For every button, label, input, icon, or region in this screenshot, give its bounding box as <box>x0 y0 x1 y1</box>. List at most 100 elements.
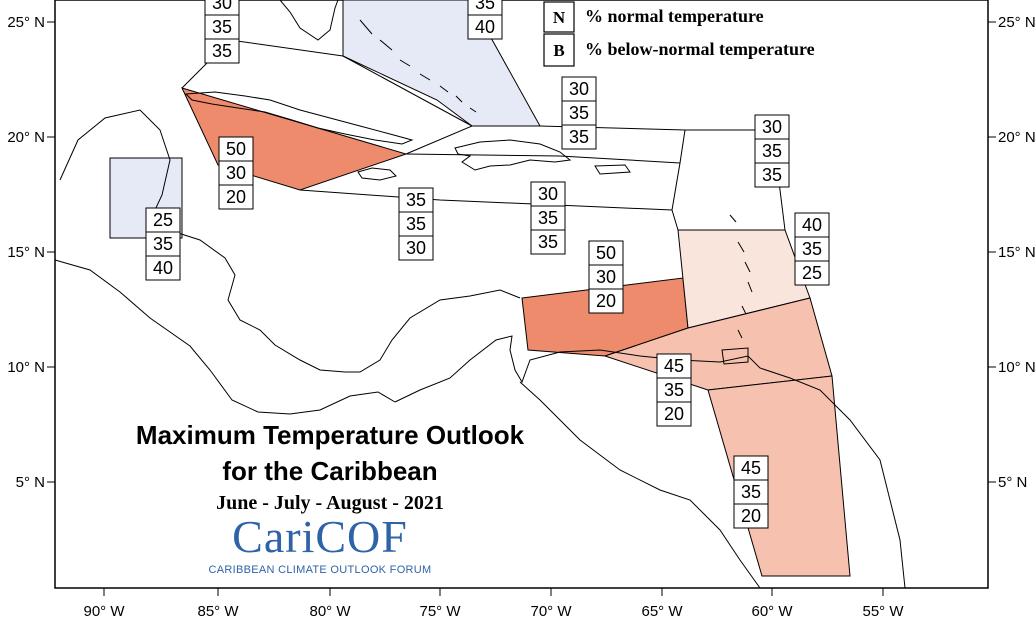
forecast-value: 30 <box>226 163 246 183</box>
map-title-line1: Maximum Temperature Outlook <box>135 420 525 450</box>
y-tick-label-left: 25° N <box>7 14 45 31</box>
forecast-value: 40 <box>802 215 822 235</box>
y-tick-label-left: 10° N <box>7 359 45 376</box>
forecast-cell <box>733 479 769 505</box>
forecast-value: 20 <box>596 291 616 311</box>
x-tick-label: 85° W <box>197 603 239 620</box>
forecast-cell <box>588 288 624 314</box>
logo-wordmark: CariCOF <box>232 511 408 562</box>
forecast-box-cuba-west: 50 30 20 <box>218 136 254 210</box>
forecast-cell <box>656 377 692 403</box>
forecast-cell <box>204 38 240 64</box>
forecast-value: 35 <box>569 103 589 123</box>
forecast-cell <box>530 229 566 255</box>
forecast-cell <box>145 231 181 257</box>
forecast-value: 30 <box>212 0 232 13</box>
legend: N % normal temperature B % below-normal … <box>543 1 815 67</box>
forecast-value: 20 <box>226 187 246 207</box>
forecast-box-windward-islands: 40 35 25 <box>794 212 830 286</box>
forecast-value: 50 <box>596 243 616 263</box>
x-tick-label: 55° W <box>862 603 904 620</box>
forecast-value: 35 <box>153 234 173 254</box>
x-tick-label: 70° W <box>530 603 572 620</box>
forecast-value: 50 <box>226 139 246 159</box>
forecast-box-trinidad-tobago: 45 35 20 <box>656 353 692 427</box>
forecast-value: 30 <box>406 238 426 258</box>
forecast-value: 35 <box>212 41 232 61</box>
zone-boundaries <box>181 39 786 231</box>
coastlines <box>54 0 906 589</box>
forecast-value: 30 <box>569 79 589 99</box>
y-tick-label-right: 20° N <box>998 129 1036 146</box>
forecast-cell <box>794 236 830 262</box>
y-tick-label-right: 25° N <box>998 14 1036 31</box>
legend-text-n: % normal temperature <box>585 6 764 26</box>
legend-letter-b: B <box>553 41 564 60</box>
forecast-cell <box>588 240 624 266</box>
y-tick-label-right: 15° N <box>998 244 1036 261</box>
forecast-box-leeward-islands: 30 35 35 <box>754 114 790 188</box>
x-tick-label: 75° W <box>419 603 461 620</box>
legend-letter-n: N <box>553 8 566 27</box>
y-tick-label-left: 15° N <box>7 244 45 261</box>
forecast-value: 20 <box>664 404 684 424</box>
logo-subtitle: CARIBBEAN CLIMATE OUTLOOK FORUM <box>208 564 432 576</box>
forecast-value: 25 <box>153 210 173 230</box>
forecast-box-turks-caicos: 30 35 35 <box>561 76 597 150</box>
forecast-value: 35 <box>538 232 558 252</box>
forecast-cell <box>656 401 692 427</box>
forecast-box-abc-islands: 50 30 20 <box>588 240 624 314</box>
forecast-box-hispaniola: 30 35 35 <box>530 181 566 255</box>
forecast-value: 25 <box>802 263 822 283</box>
forecast-value: 35 <box>802 239 822 259</box>
forecast-cell <box>398 187 434 213</box>
forecast-value: 30 <box>596 267 616 287</box>
forecast-value: 45 <box>741 458 761 478</box>
forecast-box-belize: 25 35 40 <box>145 207 181 281</box>
forecast-value: 35 <box>406 190 426 210</box>
y-tick-label-right: 10° N <box>998 359 1036 376</box>
forecast-cell <box>218 184 254 210</box>
forecast-value: 40 <box>153 258 173 278</box>
y-tick-label-right: 5° N <box>998 474 1027 491</box>
forecast-box-southern-florida: 30 35 35 <box>204 0 240 64</box>
season-label: June - July - August - 2021 <box>216 492 444 514</box>
forecast-value: 35 <box>762 141 782 161</box>
y-axis-labels: 25° N 25° N 20° N 20° N 15° N 15° N 10° N 10° N… <box>7 14 1035 491</box>
x-axis-labels: 90° W 85° W 80° W 75° W 70° W 65° W 60° W 55° W <box>83 588 904 620</box>
legend-box-n <box>543 1 575 33</box>
forecast-cell <box>733 503 769 529</box>
forecast-cell <box>794 260 830 286</box>
forecast-cell <box>754 162 790 188</box>
forecast-cell <box>561 76 597 102</box>
forecast-value: 35 <box>212 17 232 37</box>
forecast-zones <box>109 0 851 577</box>
legend-box-b <box>543 33 575 67</box>
forecast-value: 20 <box>741 506 761 526</box>
forecast-value: 35 <box>406 214 426 234</box>
map-title-line2: for the Caribbean <box>222 456 438 486</box>
forecast-cell <box>754 138 790 164</box>
forecast-cell <box>467 14 503 40</box>
forecast-cell <box>656 353 692 379</box>
x-tick-label: 60° W <box>751 603 793 620</box>
forecast-value: 35 <box>762 165 782 185</box>
x-tick-label: 90° W <box>83 603 125 620</box>
forecast-box-jamaica: 35 35 30 <box>398 187 434 261</box>
forecast-box-guianas: 45 35 20 <box>733 455 769 529</box>
forecast-value: 35 <box>664 380 684 400</box>
x-tick-label: 65° W <box>641 603 683 620</box>
forecast-value: 30 <box>538 184 558 204</box>
y-tick-label-left: 20° N <box>7 129 45 146</box>
forecast-cell <box>561 124 597 150</box>
forecast-value: 35 <box>741 482 761 502</box>
y-tick-label-left: 5° N <box>16 474 45 491</box>
caricof-logo: CariCOF CARIBBEAN CLIMATE OUTLOOK FORUM <box>200 512 440 580</box>
forecast-cell <box>398 235 434 261</box>
forecast-value: 40 <box>475 17 495 37</box>
forecast-value: 35 <box>538 208 558 228</box>
forecast-cell <box>588 264 624 290</box>
forecast-value: 35 <box>475 0 495 13</box>
